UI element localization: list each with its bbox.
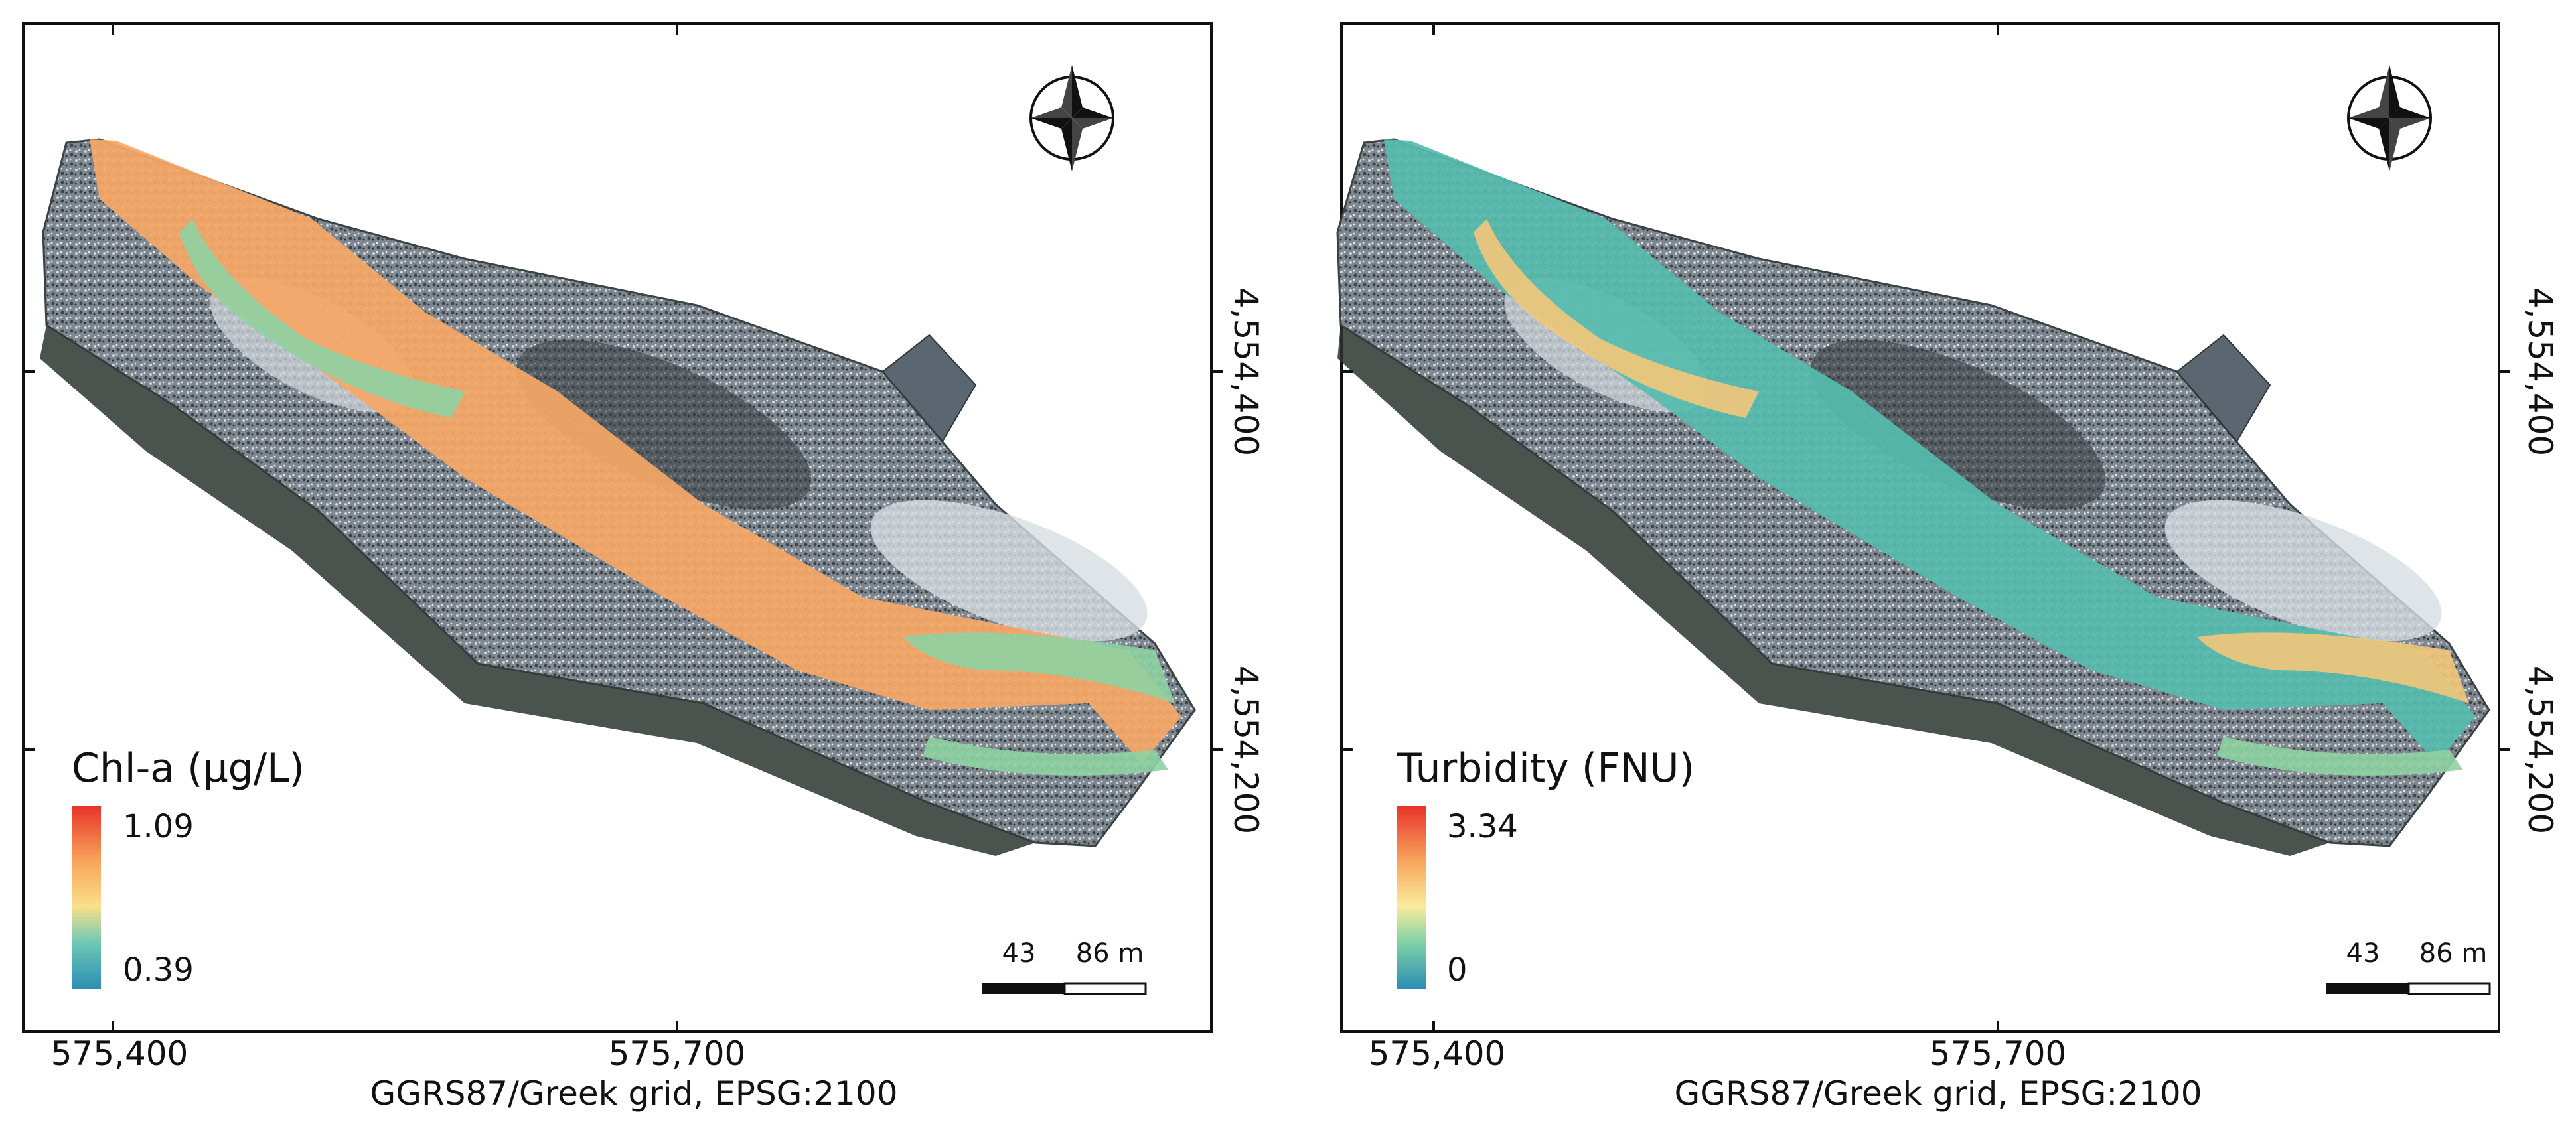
scale-bar: 43 86 m [2326, 938, 2491, 995]
legend-max-label: 1.09 [123, 808, 194, 845]
crs-label: GGRS87/Greek grid, EPSG:2100 [1674, 1074, 2202, 1113]
water-low-zone-delta [903, 632, 1175, 703]
legend-min-label: 0 [1447, 952, 1468, 989]
y-tick-label: 4,554,200 [2521, 666, 2559, 834]
legend: Chl-a (µg/L) 1.09 0.39 [72, 745, 305, 989]
water-low-zone-channel [179, 219, 465, 418]
legend-max-label: 3.34 [1447, 808, 1518, 845]
scale-bar-mid-label: 43 [1002, 938, 1036, 969]
y-tick-label: 4,554,400 [2521, 287, 2559, 456]
x-tick-label: 575,700 [1930, 1034, 2067, 1073]
scale-bar-black-segment [982, 983, 1065, 994]
water-low-zone [1384, 139, 2476, 763]
scale-bar-end-label: 86 m [1076, 938, 1144, 969]
river-water-layer [1384, 139, 2476, 776]
water-mid-zone-braid [2217, 737, 2462, 776]
crs-label: GGRS87/Greek grid, EPSG:2100 [370, 1074, 897, 1113]
scale-bar-black-segment [2326, 983, 2409, 994]
legend-min-label: 0.39 [123, 952, 194, 989]
north-arrow-icon [2347, 65, 2432, 171]
x-axis: 575,400 575,700 [1369, 23, 2067, 1073]
scale-bar: 43 86 m [982, 938, 1147, 995]
scale-bar-end-label: 86 m [2419, 938, 2488, 969]
river-water-layer [90, 139, 1181, 776]
x-tick-label: 575,400 [1369, 1034, 1506, 1073]
legend-color-ramp [1397, 806, 1426, 989]
map-panel-chl: 4,554,400 4,554,200 575,400 575,700 GGRS… [22, 22, 1265, 1113]
y-axis: 4,554,400 4,554,200 [23, 287, 1265, 834]
y-tick-label: 4,554,400 [1227, 287, 1265, 456]
north-arrow-icon [1029, 65, 1114, 171]
water-high-zone [90, 139, 1181, 763]
scale-bar-mid-label: 43 [2346, 938, 2380, 969]
y-tick-label: 4,554,200 [1227, 666, 1265, 834]
water-low-zone-braid [923, 737, 1168, 776]
x-axis: 575,400 575,700 [51, 23, 746, 1073]
x-tick-label: 575,700 [609, 1034, 746, 1073]
map-svg-turbidity: 4,554,400 4,554,200 575,400 575,700 GGRS… [1336, 22, 2559, 1113]
legend-color-ramp [72, 806, 101, 989]
water-high-zone-delta [2197, 632, 2469, 703]
scale-bar-white-segment [2407, 982, 2491, 995]
scale-bar-white-segment [1063, 982, 1147, 995]
x-tick-label: 575,400 [51, 1034, 189, 1073]
legend-title: Turbidity (FNU) [1397, 745, 1695, 792]
y-axis: 4,554,400 4,554,200 [1341, 287, 2559, 834]
legend: Turbidity (FNU) 3.34 0 [1397, 745, 1695, 989]
map-svg-chl: 4,554,400 4,554,200 575,400 575,700 GGRS… [22, 22, 1265, 1113]
legend-title: Chl-a (µg/L) [72, 745, 305, 792]
map-panel-turbidity: 4,554,400 4,554,200 575,400 575,700 GGRS… [1321, 0, 2576, 1128]
water-high-zone-channel [1474, 219, 1759, 418]
